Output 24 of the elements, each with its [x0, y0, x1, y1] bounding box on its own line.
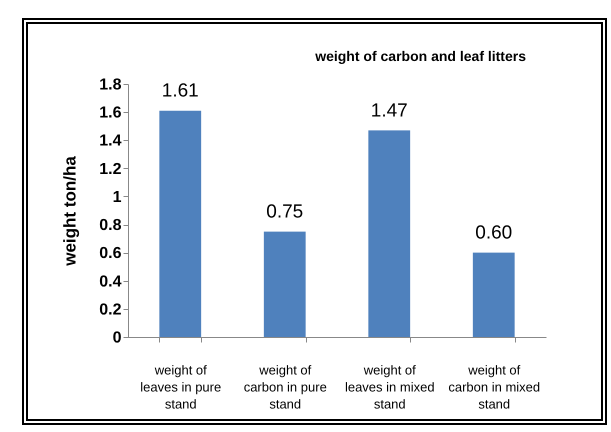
y-tick-label: 1 — [112, 188, 122, 206]
bar — [368, 130, 410, 337]
chart-title: weight of carbon and leaf litters — [314, 48, 526, 64]
y-tick-label: 1.2 — [99, 160, 122, 178]
x-tick-label: weight of leaves in mixed stand — [344, 362, 435, 412]
bar — [264, 232, 306, 337]
y-tick-label: 0.6 — [99, 245, 122, 262]
data-label: 1.61 — [162, 80, 199, 102]
bar — [159, 110, 202, 337]
x-tick-label: weight of carbon in mixed stand — [448, 362, 540, 412]
y-tick-label: 0.8 — [99, 217, 122, 234]
x-tick-label: weight of leaves in pure stand — [140, 362, 222, 412]
bar — [472, 252, 515, 337]
y-tick-label: 1.8 — [99, 76, 122, 94]
data-label: 1.47 — [370, 100, 408, 122]
x-tick-label: weight of carbon in pure stand — [244, 362, 327, 412]
y-axis-title: weight ton/ha — [60, 156, 80, 267]
y-tick-label: 1.6 — [99, 104, 122, 122]
y-tick-label: 0 — [112, 330, 122, 346]
data-label: 0.75 — [266, 202, 304, 223]
y-tick-label: 1.4 — [99, 132, 122, 150]
y-tick-label: 0.4 — [99, 273, 122, 290]
data-label: 0.60 — [475, 222, 512, 244]
y-tick-label: 0.2 — [99, 301, 122, 318]
